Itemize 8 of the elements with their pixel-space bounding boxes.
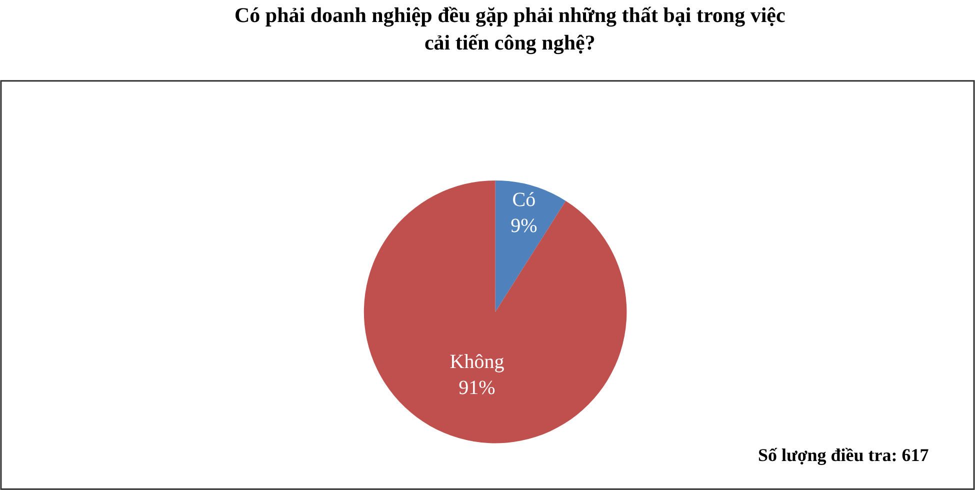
pie-slice — [364, 180, 627, 444]
text: Số lượng điều tra: 617 — [758, 445, 929, 465]
chart-title: Có phải doanh nghiệp đều gặp phải những thất bại trong việc cải tiến công nghệ? — [234, 3, 786, 54]
slice-label: Không — [450, 350, 504, 373]
slice-label: Có — [512, 189, 536, 212]
pie-slice — [495, 180, 566, 312]
data-label: 9% — [510, 215, 538, 238]
data-label: 91% — [458, 376, 496, 399]
